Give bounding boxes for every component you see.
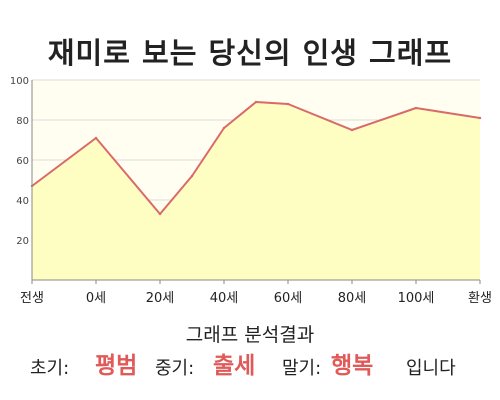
analysis-title: 그래프 분석결과	[185, 324, 315, 346]
x-tick-label-7: 환생	[468, 291, 492, 306]
data-point-6	[286, 102, 290, 106]
data-point-3	[190, 174, 194, 178]
x-tick-label-4: 60세	[274, 291, 303, 306]
data-point-2	[158, 212, 162, 216]
x-tick-label-2: 20세	[146, 291, 175, 306]
x-tick-label-1: 0세	[86, 291, 106, 306]
area-layer	[30, 100, 482, 280]
data-point-5	[254, 100, 258, 104]
late-value: 행복	[331, 353, 374, 379]
data-point-9	[478, 116, 482, 120]
y-tick-labels: 20 40 60 80 100	[10, 76, 29, 247]
x-tick-labels: 전생 0세 20세 40세 60세 80세 100세 환생	[20, 291, 492, 306]
y-tick-label-100: 100	[10, 76, 29, 87]
x-tick-label-5: 80세	[338, 291, 367, 306]
data-point-8	[414, 106, 418, 110]
early-label: 초기:	[30, 358, 70, 379]
series-line	[31, 101, 481, 215]
axes	[31, 80, 481, 284]
x-tick-label-6: 100세	[398, 291, 435, 306]
y-tick-label-80: 80	[16, 116, 29, 127]
y-tick-label-20: 20	[16, 236, 29, 247]
y-tick-label-40: 40	[16, 196, 29, 207]
middle-label: 중기:	[155, 358, 195, 379]
early-value: 평범	[95, 353, 138, 379]
data-point-7	[350, 128, 354, 132]
x-tick-label-3: 40세	[210, 291, 239, 306]
late-label: 말기:	[282, 358, 322, 379]
x-tick-label-0: 전생	[20, 291, 44, 306]
chart-title: 재미로 보는 당신의 인생 그래프	[47, 36, 453, 70]
data-point-4	[222, 126, 226, 130]
ending-text: 입니다	[406, 358, 456, 379]
middle-value: 출세	[213, 353, 256, 379]
y-tick-label-60: 60	[16, 156, 29, 167]
analysis-result-row: 초기: 평범 중기: 출세 말기: 행복 입니다	[0, 344, 500, 384]
area-fill	[32, 102, 480, 280]
data-point-1	[94, 136, 98, 140]
